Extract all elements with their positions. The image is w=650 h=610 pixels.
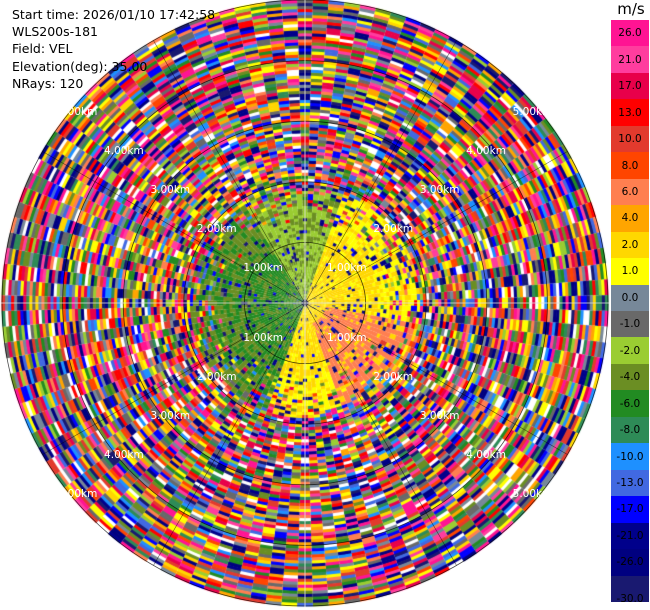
colorbar-swatch	[611, 549, 649, 577]
colorbar-swatch	[611, 469, 649, 497]
colorbar-tick-label: -30.0	[616, 593, 644, 605]
colorbar-tick-label: -13.0	[616, 476, 644, 489]
colorbar-tick-label: -10.0	[616, 450, 644, 463]
colorbar-swatch	[611, 99, 649, 127]
colorbar-tick-label: -21.0	[616, 529, 644, 542]
elevation-text: Elevation(deg): 35.00	[12, 58, 148, 74]
colorbar-swatch	[611, 46, 649, 74]
colorbar-swatch	[611, 258, 649, 286]
colorbar-swatch	[611, 337, 649, 365]
colorbar-swatch	[611, 363, 649, 391]
colorbar-tick-label: -6.0	[619, 397, 641, 410]
colorbar-tick-label: 2.0	[621, 238, 639, 251]
colorbar-tick-label: 10.0	[618, 133, 642, 146]
field-text: Field: VEL	[12, 41, 73, 57]
colorbar-tick-label: -2.0	[619, 344, 641, 357]
colorbar-swatch	[611, 496, 649, 524]
colorbar-tick-label: 26.0	[618, 27, 642, 40]
colorbar-tick-label: -1.0	[619, 318, 641, 331]
colorbar-swatch	[611, 284, 649, 312]
colorbar-tick-label: 8.0	[621, 159, 639, 172]
colorbar-swatch	[611, 390, 649, 418]
colorbar-tick-label: -8.0	[619, 424, 641, 437]
colorbar-swatch	[611, 311, 649, 338]
colorbar-swatch	[611, 522, 649, 550]
scan-info-block: Start time: 2026/01/10 17:42:58 WLS200s-…	[12, 6, 215, 92]
colorbar-tick-label: 1.0	[621, 265, 639, 278]
colorbar-swatch	[611, 72, 649, 100]
colorbar-swatch	[611, 125, 649, 153]
colorbar-swatch	[611, 443, 649, 471]
colorbar-swatch	[611, 20, 649, 47]
colorbar-swatch	[611, 416, 649, 444]
colorbar-tick-label: -17.0	[616, 503, 644, 516]
start-time-text: Start time: 2026/01/10 17:42:58	[12, 7, 216, 22]
colorbar-swatch	[611, 575, 649, 603]
colorbar-swatch	[611, 205, 649, 233]
colorbar-swatch	[611, 152, 649, 180]
colorbar-swatch	[611, 178, 649, 206]
instrument-text: WLS200s-181	[12, 24, 98, 40]
colorbar-tick-label: 13.0	[618, 106, 642, 119]
colorbar-tick-label: -26.0	[616, 556, 644, 569]
velocity-colorbar: 26.0 21.0 17.0 13.0 10.0 8.0 6.0 4.0 2.0 1.0 0.0 -1…	[611, 20, 649, 605]
colorbar-swatch	[611, 231, 649, 259]
colorbar-unit: m/s	[617, 0, 645, 18]
colorbar-tick-label: 17.0	[618, 80, 642, 93]
nrays-text: NRays: 120	[12, 75, 84, 91]
colorbar-tick-label: 0.0	[621, 291, 639, 304]
colorbar-tick-label: -4.0	[619, 371, 641, 384]
colorbar-tick-label: 4.0	[621, 212, 639, 225]
colorbar-tick-label: 6.0	[621, 185, 639, 198]
colorbar-tick-label: 21.0	[618, 53, 642, 66]
